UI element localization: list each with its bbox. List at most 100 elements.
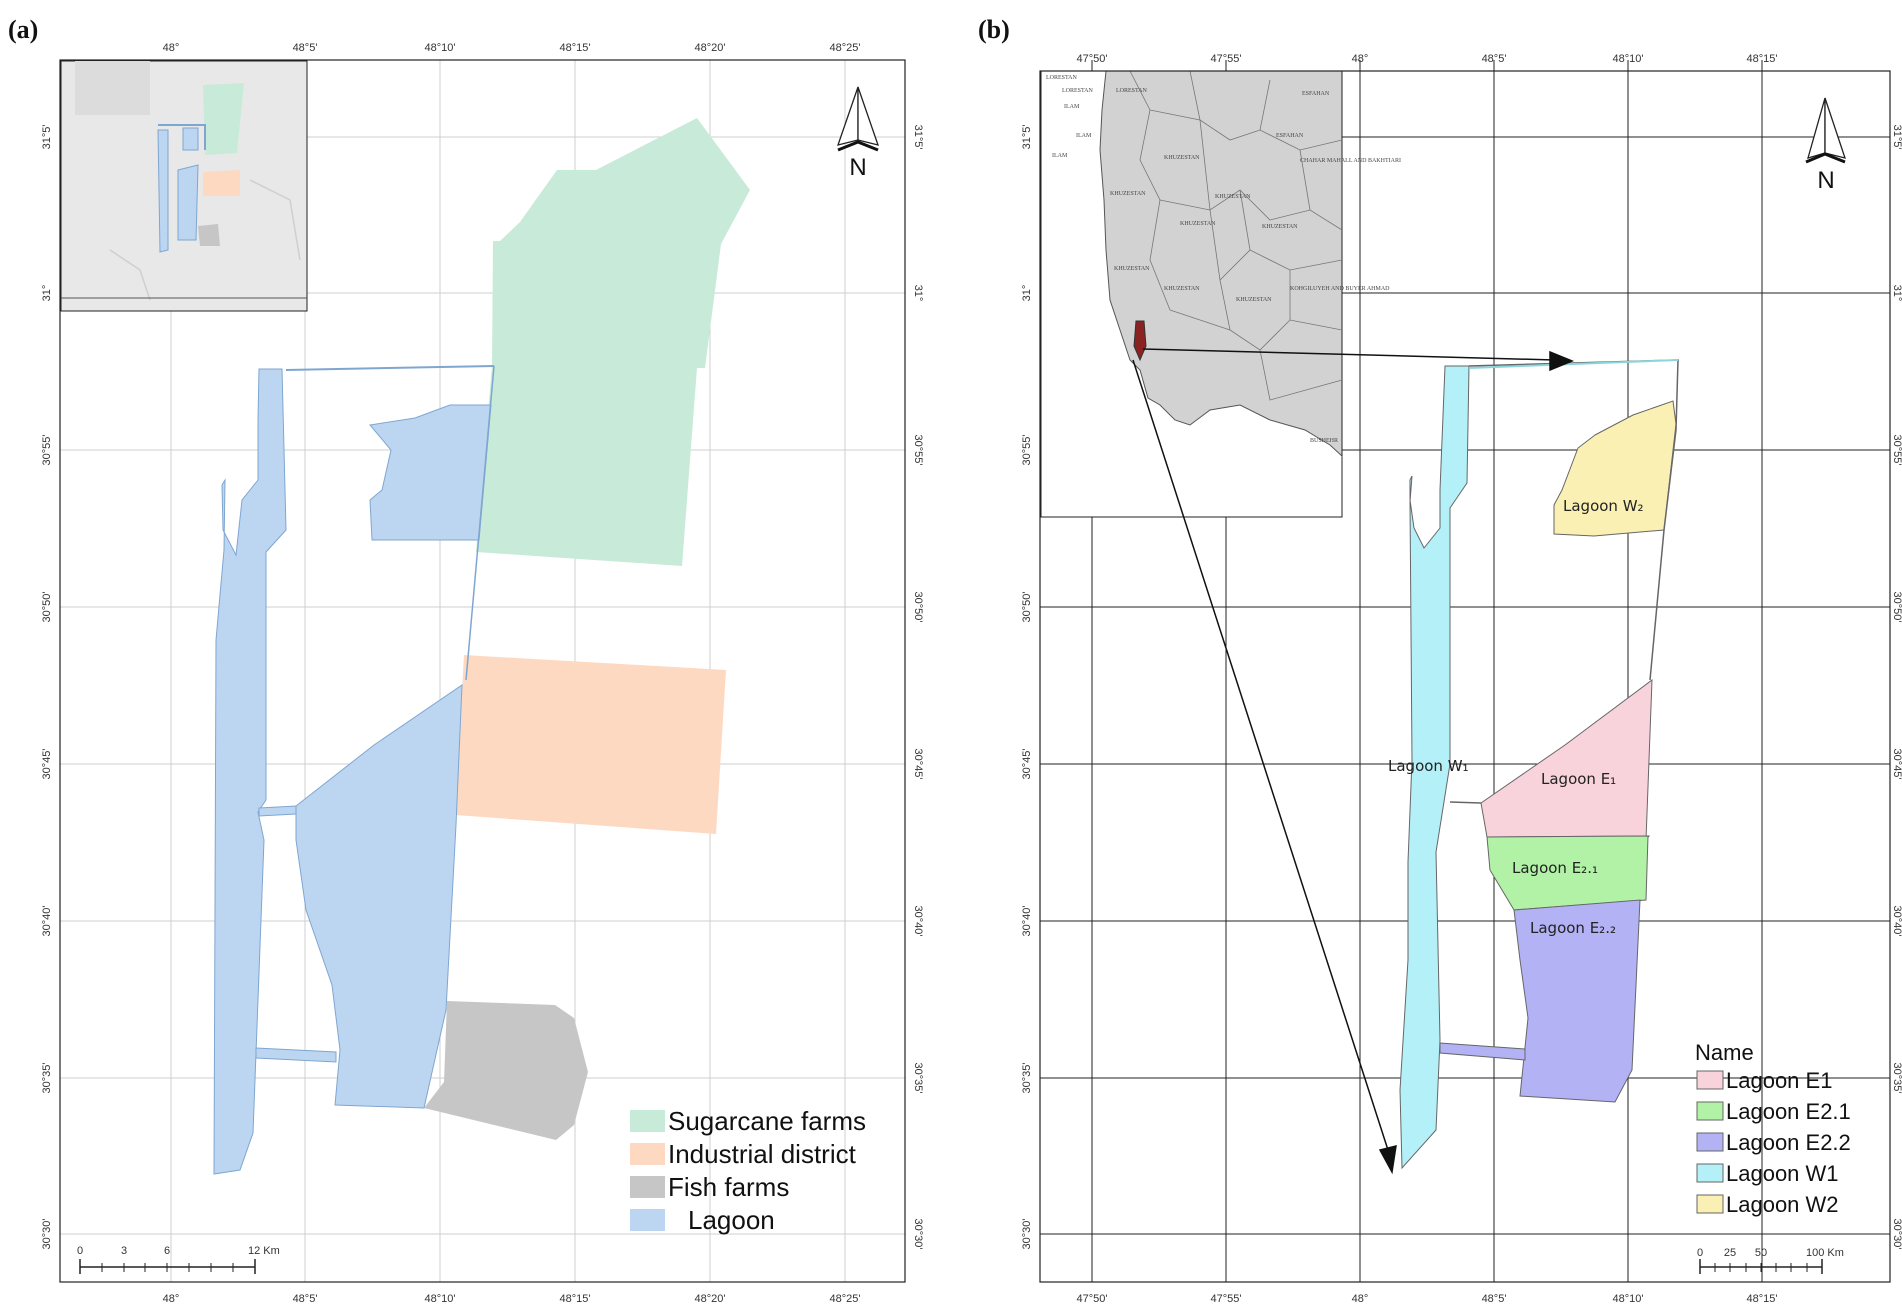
svg-text:KHUZESTAN: KHUZESTAN [1164, 286, 1200, 292]
svg-text:48°25': 48°25' [830, 42, 861, 54]
lagoon-e1-label: Lagoon E₁ [1541, 770, 1616, 788]
legend-swatch-e1 [1696, 1070, 1724, 1090]
svg-text:48°10': 48°10' [425, 42, 456, 54]
svg-text:31°: 31° [912, 285, 924, 302]
panel-b-bottom-ticks: 47°50' 47°55' 48° 48°5' 48°10' 48°15' [1077, 1293, 1778, 1305]
legend-swatch-e21 [1696, 1101, 1724, 1121]
svg-text:31°5': 31°5' [1021, 125, 1033, 150]
svg-text:48°: 48° [163, 1293, 180, 1305]
svg-text:50: 50 [1755, 1247, 1767, 1259]
svg-text:48°5': 48°5' [293, 42, 318, 54]
svg-text:48°10': 48°10' [425, 1293, 456, 1305]
svg-text:0: 0 [77, 1245, 83, 1257]
svg-text:30°50': 30°50' [41, 592, 53, 623]
svg-text:KHUZESTAN: KHUZESTAN [1110, 191, 1146, 197]
svg-text:48°20': 48°20' [695, 1293, 726, 1305]
legend-label-e21: Lagoon E2.1 [1726, 1099, 1851, 1124]
svg-text:48°5': 48°5' [1482, 1293, 1507, 1305]
svg-text:30°40': 30°40' [1021, 906, 1033, 937]
svg-text:12 Km: 12 Km [248, 1245, 280, 1257]
svg-text:30°55': 30°55' [912, 435, 924, 466]
panel-b: (b) [978, 15, 1902, 1305]
panel-a-north-label: N [849, 154, 866, 181]
panel-b-left-ticks: 31°5' 31° 30°55' 30°50' 30°45' 30°40' 30… [1021, 125, 1033, 1250]
svg-text:48°10': 48°10' [1613, 1293, 1644, 1305]
fish-farms-area [424, 1001, 588, 1140]
svg-text:48°: 48° [163, 42, 180, 54]
north-channel [1468, 359, 1679, 369]
panel-a-label: (a) [8, 15, 38, 44]
legend-swatch-w2 [1696, 1194, 1724, 1214]
svg-text:47°50': 47°50' [1077, 1293, 1108, 1305]
svg-text:31°: 31° [1891, 285, 1902, 302]
panel-b-scale-bar: 0 25 50 100 Km [1697, 1247, 1844, 1274]
svg-text:48°5': 48°5' [1482, 53, 1507, 65]
svg-text:30°50': 30°50' [1021, 592, 1033, 623]
lagoon-e21-label: Lagoon E₂.₁ [1512, 859, 1598, 877]
panel-b-inset-map: LORESTAN LORESTAN LORESTAN ESFAHAN ILAM … [1040, 70, 1401, 518]
svg-text:30°35': 30°35' [1891, 1063, 1902, 1094]
svg-text:6: 6 [164, 1245, 170, 1257]
svg-text:48°: 48° [1352, 1293, 1369, 1305]
legend-swatch-e22 [1696, 1132, 1724, 1152]
legend-swatch-fish [630, 1176, 665, 1198]
svg-text:CHAHAR MAHALL AND BAKHTIARI: CHAHAR MAHALL AND BAKHTIARI [1300, 158, 1401, 164]
svg-text:30°45': 30°45' [912, 749, 924, 780]
svg-text:KHUZESTAN: KHUZESTAN [1262, 224, 1298, 230]
panel-a-right-ticks: 31°5' 31° 30°55' 30°50' 30°45' 30°40' 30… [912, 125, 924, 1250]
svg-text:30°55': 30°55' [1891, 435, 1902, 466]
panel-a: (a) [8, 15, 924, 1305]
svg-text:30°30': 30°30' [912, 1219, 924, 1250]
svg-text:30°45': 30°45' [1021, 749, 1033, 780]
svg-text:30°50': 30°50' [1891, 592, 1902, 623]
svg-text:31°5': 31°5' [1891, 125, 1902, 150]
svg-text:30°45': 30°45' [41, 749, 53, 780]
svg-text:30°35': 30°35' [912, 1063, 924, 1094]
svg-text:48°15': 48°15' [1747, 53, 1778, 65]
svg-text:47°55': 47°55' [1211, 1293, 1242, 1305]
svg-text:KHUZESTAN: KHUZESTAN [1164, 155, 1200, 161]
svg-text:30°30': 30°30' [1021, 1219, 1033, 1250]
svg-text:ILAM: ILAM [1076, 133, 1092, 139]
svg-text:30°55': 30°55' [41, 435, 53, 466]
legend-label-fish: Fish farms [668, 1172, 789, 1202]
svg-text:31°: 31° [41, 285, 53, 302]
svg-text:30°55': 30°55' [1021, 435, 1033, 466]
svg-text:KHUZESTAN: KHUZESTAN [1236, 297, 1272, 303]
svg-text:LORESTAN: LORESTAN [1116, 88, 1148, 94]
svg-text:KHUZESTAN: KHUZESTAN [1215, 194, 1251, 200]
panel-b-top-ticks: 47°50' 47°55' 48° 48°5' 48°10' 48°15' [1077, 53, 1778, 65]
svg-text:0: 0 [1697, 1247, 1703, 1259]
legend-swatch-w1 [1696, 1163, 1724, 1183]
lagoon-e22-area [1513, 899, 1641, 1103]
legend-label-sugarcane: Sugarcane farms [668, 1106, 866, 1136]
lagoon-e22-canal [1439, 1042, 1526, 1061]
svg-text:100 Km: 100 Km [1806, 1247, 1844, 1259]
legend-label-e22: Lagoon E2.2 [1726, 1130, 1851, 1155]
svg-text:31°5': 31°5' [912, 125, 924, 150]
lagoon-w2-label: Lagoon W₂ [1563, 497, 1644, 515]
svg-text:30°40': 30°40' [1891, 906, 1902, 937]
svg-text:30°30': 30°30' [41, 1219, 53, 1250]
legend-label-w1: Lagoon W1 [1726, 1161, 1839, 1186]
svg-text:48°15': 48°15' [560, 1293, 591, 1305]
lagoon-w1-label: Lagoon W₁ [1388, 757, 1469, 775]
panel-a-bottom-ticks: 48° 48°5' 48°10' 48°15' 48°20' 48°25' [163, 1293, 861, 1305]
svg-text:48°10': 48°10' [1613, 53, 1644, 65]
svg-text:48°20': 48°20' [695, 42, 726, 54]
svg-text:ESFAHAN: ESFAHAN [1276, 133, 1304, 139]
svg-text:LORESTAN: LORESTAN [1046, 75, 1078, 81]
svg-text:LORESTAN: LORESTAN [1062, 88, 1094, 94]
panel-b-label: (b) [978, 15, 1010, 44]
lagoon-w1-area [1399, 365, 1470, 1170]
svg-text:25: 25 [1724, 1247, 1736, 1259]
svg-text:3: 3 [121, 1245, 127, 1257]
lagoon-area [213, 365, 495, 1175]
svg-text:47°50': 47°50' [1077, 53, 1108, 65]
legend-title: Name [1695, 1040, 1754, 1065]
panel-b-right-ticks: 31°5' 31° 30°55' 30°50' 30°45' 30°40' 30… [1891, 125, 1902, 1250]
inset-pointer-arrows [1132, 348, 1574, 1175]
svg-text:ESFAHAN: ESFAHAN [1302, 91, 1330, 97]
panel-b-north-label: N [1817, 167, 1834, 194]
legend-label-lagoon: Lagoon [688, 1205, 775, 1235]
